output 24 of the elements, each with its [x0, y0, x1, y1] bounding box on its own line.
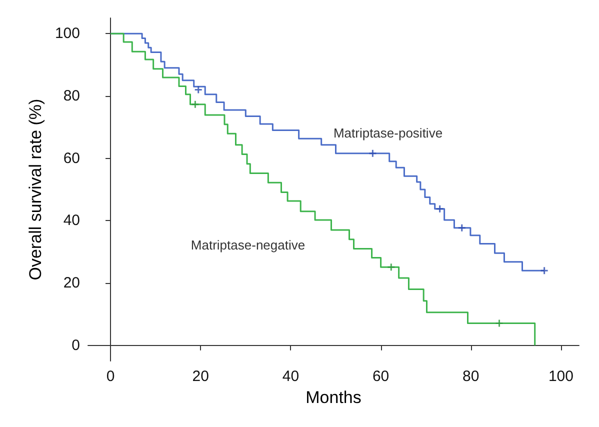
y-tick-label: 80 [63, 87, 80, 104]
y-tick-label: 100 [54, 25, 80, 42]
x-tick-label: 100 [548, 368, 574, 385]
x-tick-label: 40 [282, 368, 300, 385]
x-tick-label: 80 [462, 368, 480, 385]
annotation: Matriptase-positive [333, 126, 443, 140]
point [436, 204, 444, 214]
annotation: Matriptase-negative [190, 238, 306, 252]
x-tick-label: 60 [372, 368, 390, 385]
point [368, 149, 377, 158]
y-tick-label: 60 [63, 150, 80, 167]
point [495, 319, 504, 328]
x-tick-label: 20 [192, 368, 209, 385]
point [386, 262, 396, 272]
y-tick-label: 0 [72, 336, 80, 354]
point [540, 266, 549, 275]
point [194, 85, 203, 94]
x-tick-label: 0 [106, 368, 115, 385]
point [190, 100, 200, 109]
y-axis-title: Overall survival rate (%) [26, 98, 46, 280]
y-tick-label: 40 [63, 212, 80, 230]
point [458, 224, 466, 232]
y-tick-label: 20 [63, 274, 80, 292]
x-axis-title: Months [306, 388, 362, 407]
